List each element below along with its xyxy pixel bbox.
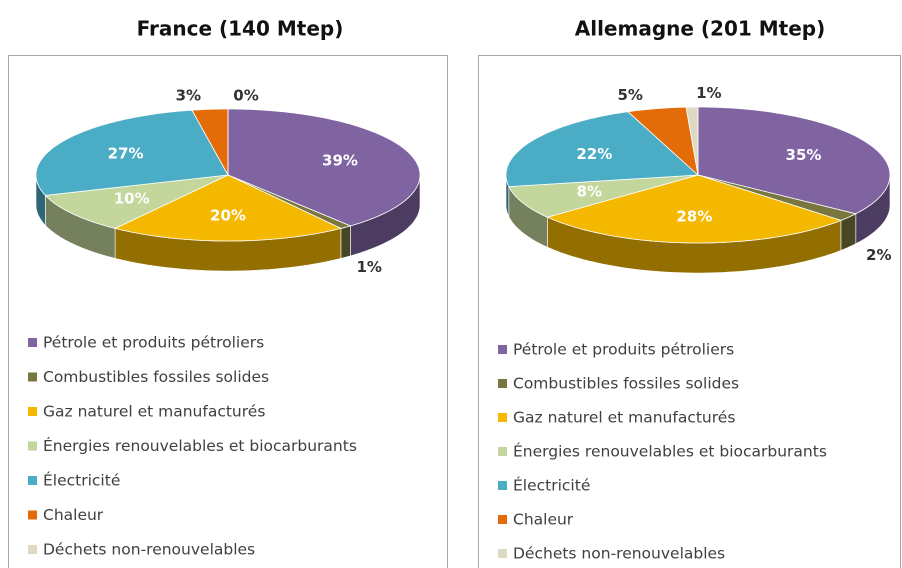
chart-title: France (140 Mtep) [137, 17, 344, 41]
legend-swatch [498, 515, 507, 524]
slice [113, 174, 343, 242]
data-label: 8% [577, 183, 602, 201]
legend-swatch [28, 441, 37, 451]
legend-swatch [498, 481, 507, 490]
slice [44, 174, 229, 229]
legend-label: Énergies renouvelables et biocarburants [513, 442, 827, 461]
data-label: 5% [617, 86, 642, 104]
legend-label: Énergies renouvelables et biocarburants [43, 436, 357, 455]
data-label: 1% [356, 258, 381, 276]
slice [505, 111, 699, 188]
legend-swatch [28, 372, 37, 382]
slice [508, 174, 699, 218]
legend-label: Pétrole et produits pétroliers [513, 341, 734, 359]
data-label: 20% [210, 206, 246, 224]
chart-title: Allemagne (201 Mtep) [575, 17, 826, 41]
data-label: 35% [786, 146, 822, 164]
data-label: 22% [576, 145, 612, 163]
legend-swatch [498, 447, 507, 456]
legend-swatch [498, 413, 507, 422]
slice [227, 108, 421, 227]
data-label: 1% [696, 84, 721, 102]
chart-frame [478, 55, 901, 568]
slice [546, 174, 843, 244]
legend-swatch [498, 549, 507, 558]
legend-label: Combustibles fossiles solides [43, 368, 269, 386]
slice-side [340, 225, 351, 259]
data-label: 39% [322, 152, 358, 170]
legend-label: Électricité [43, 471, 120, 490]
legend-label: Chaleur [513, 511, 574, 529]
data-label: 28% [676, 208, 712, 226]
legend-label: Électricité [513, 476, 590, 495]
data-label: 10% [114, 190, 150, 208]
data-label: 0% [233, 86, 258, 104]
data-label: 2% [866, 246, 891, 264]
legend-label: Gaz naturel et manufacturés [513, 409, 735, 427]
slice [627, 106, 699, 177]
legend-swatch [498, 379, 507, 388]
legend-label: Pétrole et produits pétroliers [43, 334, 264, 352]
slice [697, 174, 858, 221]
slice [685, 106, 699, 176]
slice [697, 106, 891, 215]
chart-frame [8, 55, 448, 568]
legend-swatch [28, 338, 37, 347]
legend-label: Gaz naturel et manufacturés [43, 403, 265, 421]
legend-label: Chaleur [43, 506, 104, 524]
legend-swatch [498, 345, 507, 354]
slice [191, 108, 229, 177]
legend-swatch [28, 476, 37, 485]
legend-swatch [28, 407, 37, 416]
data-label: 3% [176, 87, 201, 105]
data-label: 27% [108, 145, 144, 163]
legend-swatch [28, 510, 37, 520]
legend-label: Déchets non-renouvelables [43, 541, 255, 559]
legend-label: Déchets non-renouvelables [513, 545, 725, 563]
legend-swatch [28, 545, 37, 554]
slice [35, 109, 229, 196]
legend-label: Combustibles fossiles solides [513, 375, 739, 393]
